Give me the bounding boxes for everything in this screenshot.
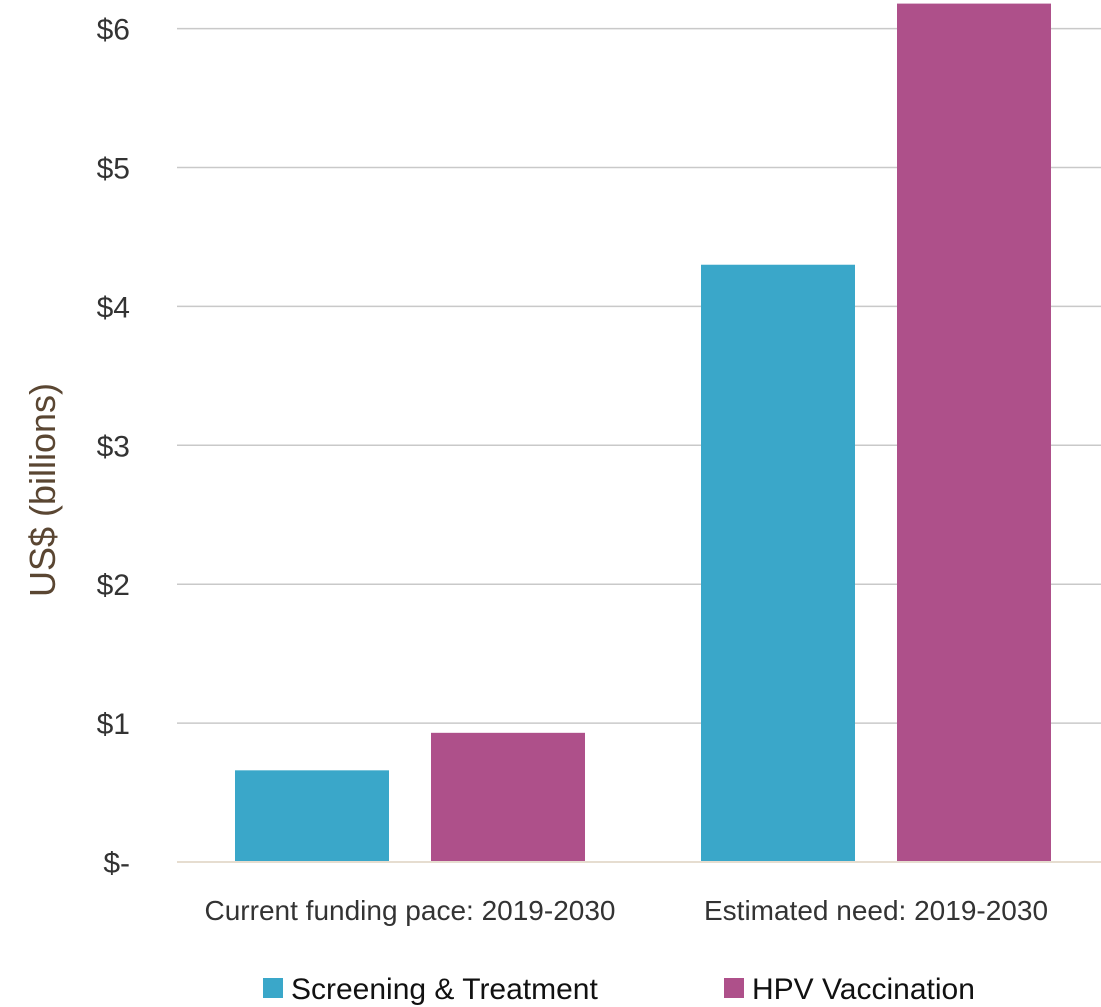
- legend-label: HPV Vaccination: [752, 973, 975, 1006]
- legend-swatch: [263, 978, 283, 998]
- bar: [701, 264, 855, 863]
- bar: [897, 3, 1051, 862]
- y-tick-label: $2: [97, 569, 130, 602]
- x-tick-label: Current funding pace: 2019-2030: [205, 895, 616, 926]
- y-tick-label: $5: [97, 153, 130, 186]
- bar: [235, 770, 389, 862]
- x-axis-ticks: Current funding pace: 2019-2030 Estimated…: [205, 895, 1049, 926]
- legend-label: Screening & Treatment: [291, 973, 598, 1006]
- y-axis-ticks: $- $1 $2 $3 $4 $5 $6: [97, 14, 130, 880]
- y-tick-label: $1: [97, 708, 130, 741]
- y-tick-label: $4: [97, 291, 130, 324]
- y-tick-label: $6: [97, 14, 130, 47]
- legend-swatch: [724, 978, 744, 998]
- legend: Screening & Treatment HPV Vaccination: [263, 973, 975, 1006]
- y-tick-label: $3: [97, 430, 130, 463]
- bar: [431, 732, 585, 862]
- y-axis-label: US$ (billions): [22, 383, 63, 597]
- y-tick-label: $-: [103, 847, 130, 880]
- x-tick-label: Estimated need: 2019-2030: [704, 895, 1048, 926]
- bars: [235, 3, 1051, 863]
